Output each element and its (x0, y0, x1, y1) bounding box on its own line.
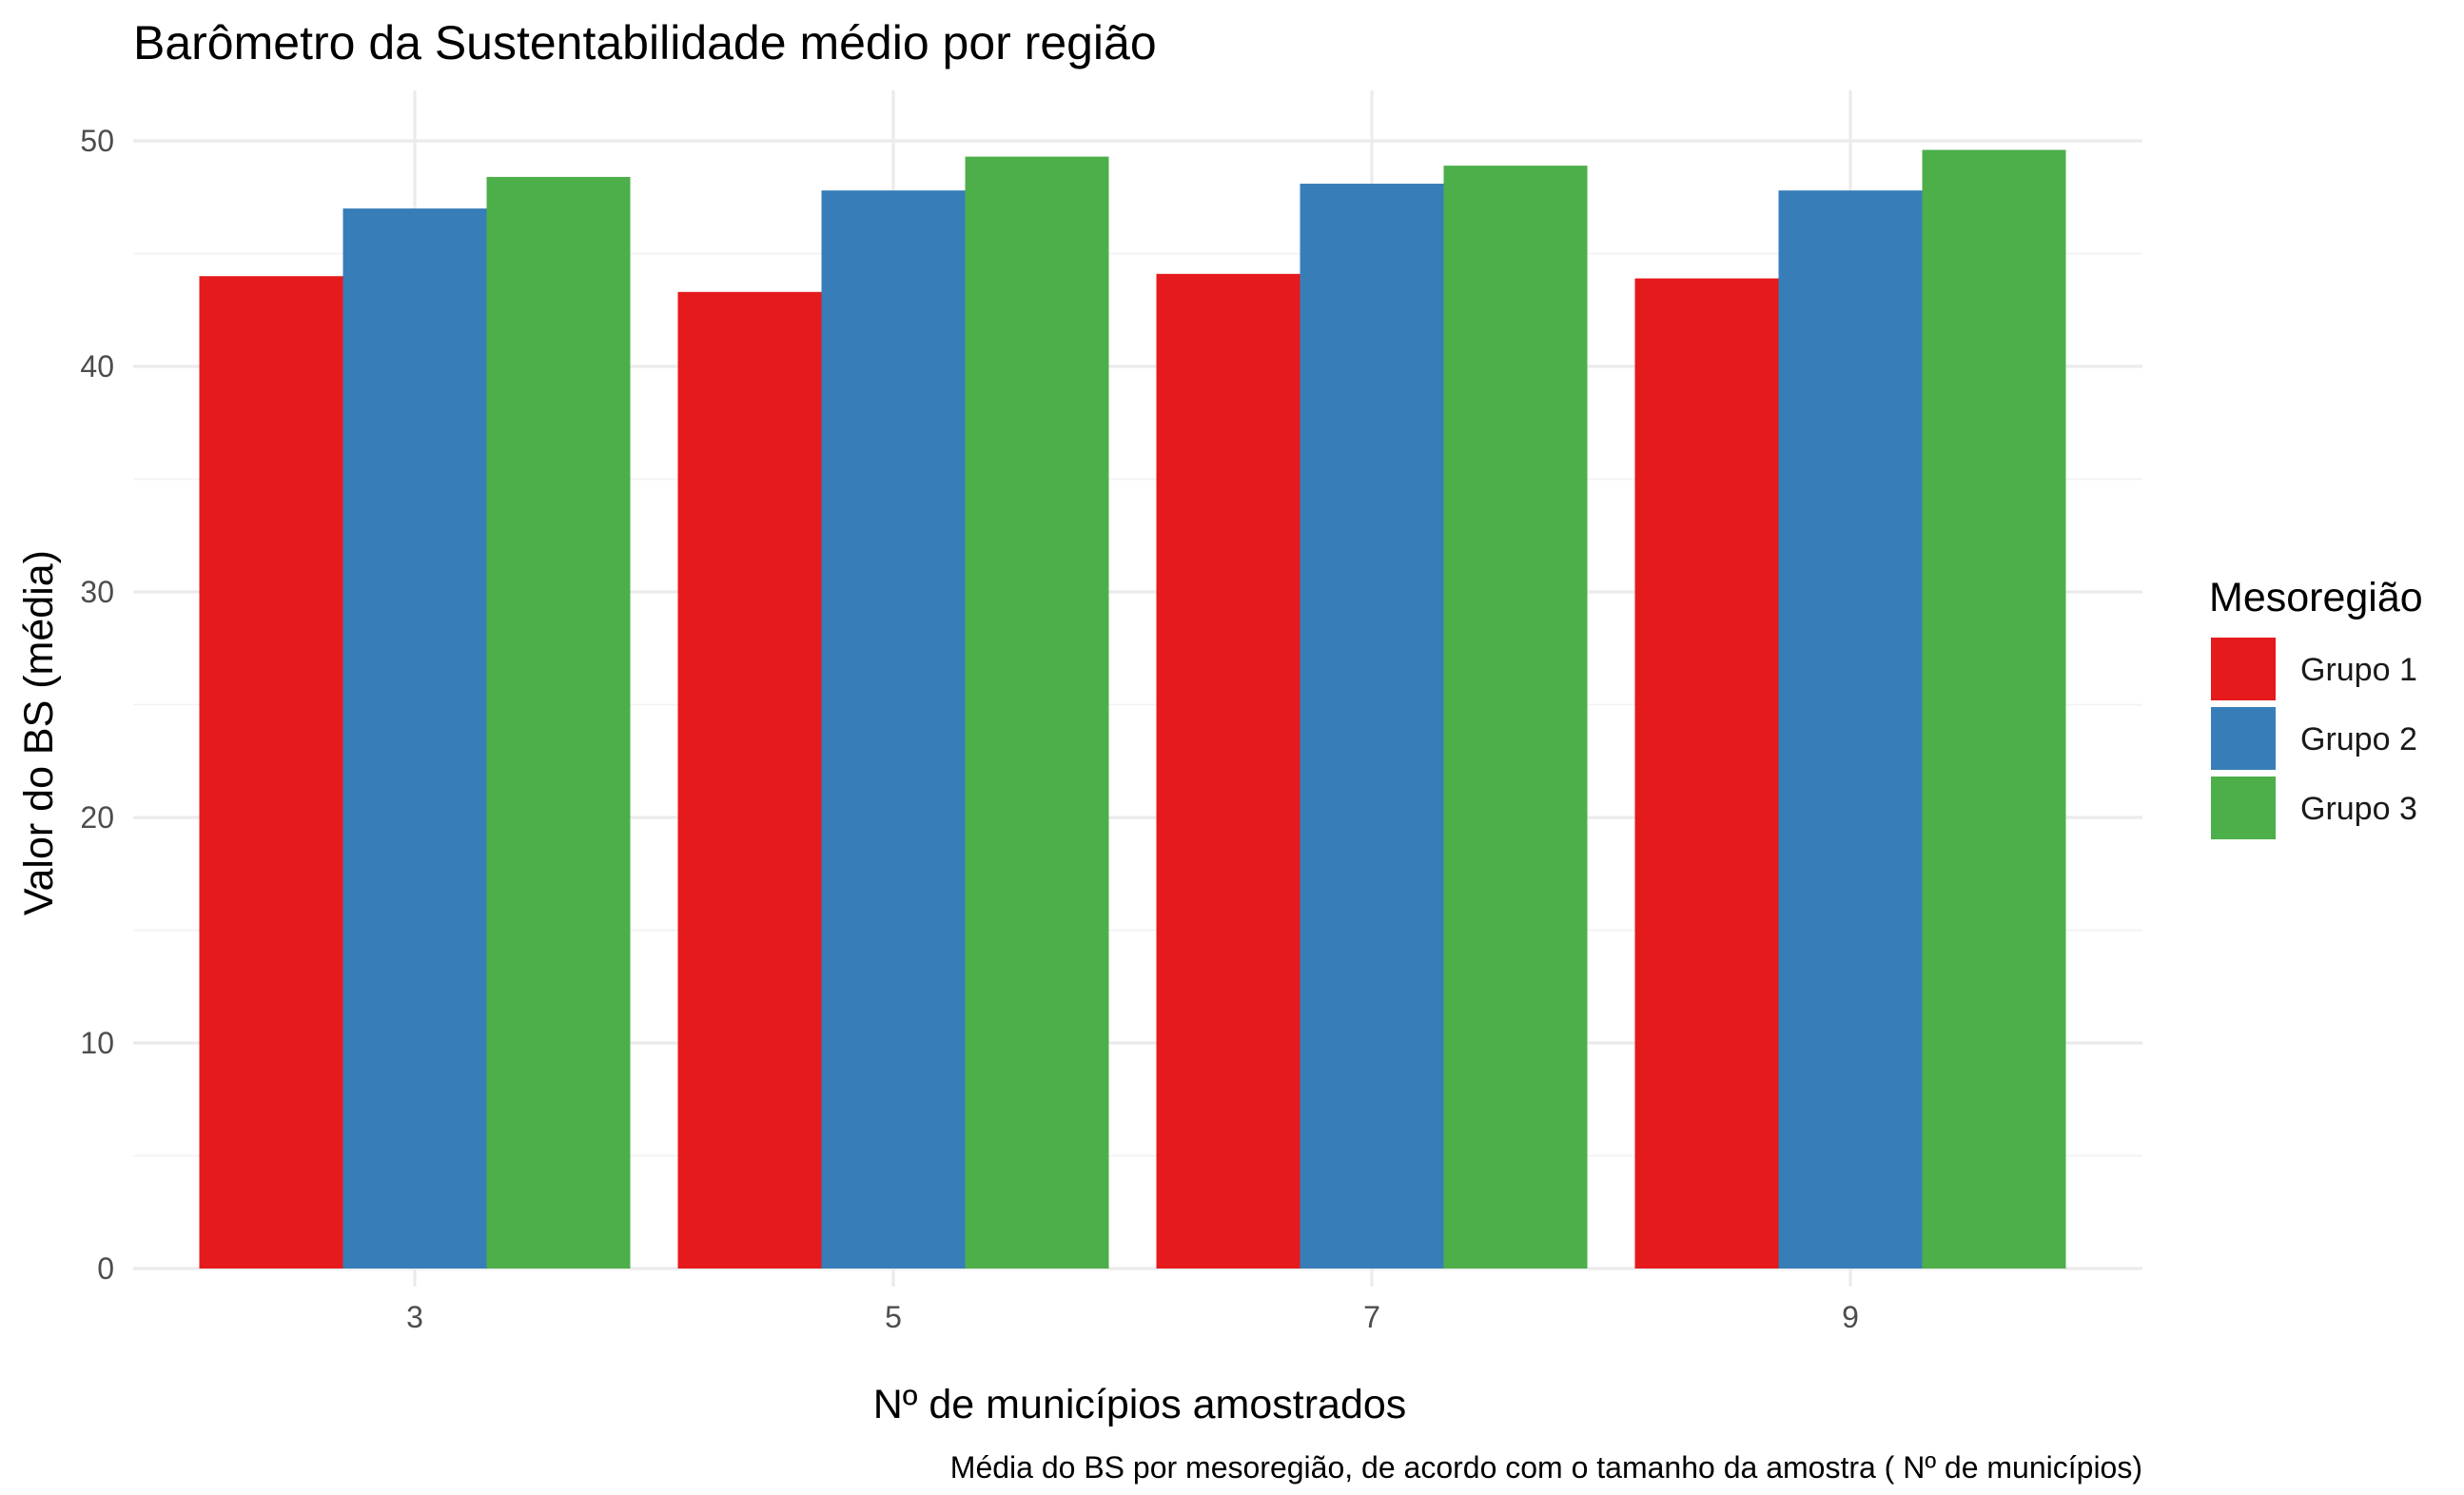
bar-grupo-3-5 (965, 156, 1109, 1269)
x-tick-label: 3 (406, 1300, 423, 1334)
y-tick-label: 50 (80, 124, 114, 158)
bar-grupo-2-7 (1300, 184, 1444, 1269)
bar-grupo-2-9 (1778, 190, 1923, 1269)
bar-grupo-1-9 (1634, 278, 1779, 1269)
legend-key-grupo-2 (2211, 707, 2276, 770)
y-tick-label: 30 (80, 575, 114, 609)
legend-title: Mesoregião (2209, 575, 2423, 620)
bar-grupo-2-3 (342, 208, 487, 1269)
y-axis-title: Valor do BS (média) (16, 550, 62, 915)
bar-grupo-1-3 (199, 276, 343, 1269)
bar-grupo-3-7 (1443, 166, 1588, 1269)
x-tick-label: 5 (885, 1300, 902, 1334)
bar-grupo-1-5 (677, 291, 822, 1269)
y-tick-label: 10 (80, 1026, 114, 1060)
y-tick-label: 0 (97, 1251, 114, 1286)
chart-caption: Média do BS por mesoregião, de acordo co… (950, 1450, 2142, 1485)
chart-title: Barômetro da Sustentabilidade médio por … (133, 16, 1157, 69)
legend-label: Grupo 1 (2300, 652, 2417, 688)
legend-key-grupo-3 (2211, 777, 2276, 839)
legend: Mesoregião Grupo 1 Grupo 2 Grupo 3 (2209, 575, 2423, 839)
x-tick-label: 7 (1363, 1300, 1380, 1334)
x-tick-label: 9 (1842, 1300, 1859, 1334)
y-tick-label: 40 (80, 349, 114, 384)
bars (199, 149, 2066, 1269)
bar-grupo-3-3 (486, 176, 631, 1269)
bar-grupo-1-7 (1156, 273, 1300, 1269)
x-axis-title: Nº de municípios amostrados (873, 1382, 1407, 1427)
y-tick-label: 20 (80, 800, 114, 835)
legend-label: Grupo 3 (2300, 791, 2417, 827)
bar-grupo-3-9 (1922, 149, 2066, 1269)
bar-grupo-2-5 (821, 190, 966, 1269)
x-axis-ticks: 3 5 7 9 (406, 1300, 1859, 1334)
legend-label: Grupo 2 (2300, 721, 2417, 757)
y-axis-ticks: 0 10 20 30 40 50 (80, 124, 114, 1286)
legend-key-grupo-1 (2211, 638, 2276, 700)
